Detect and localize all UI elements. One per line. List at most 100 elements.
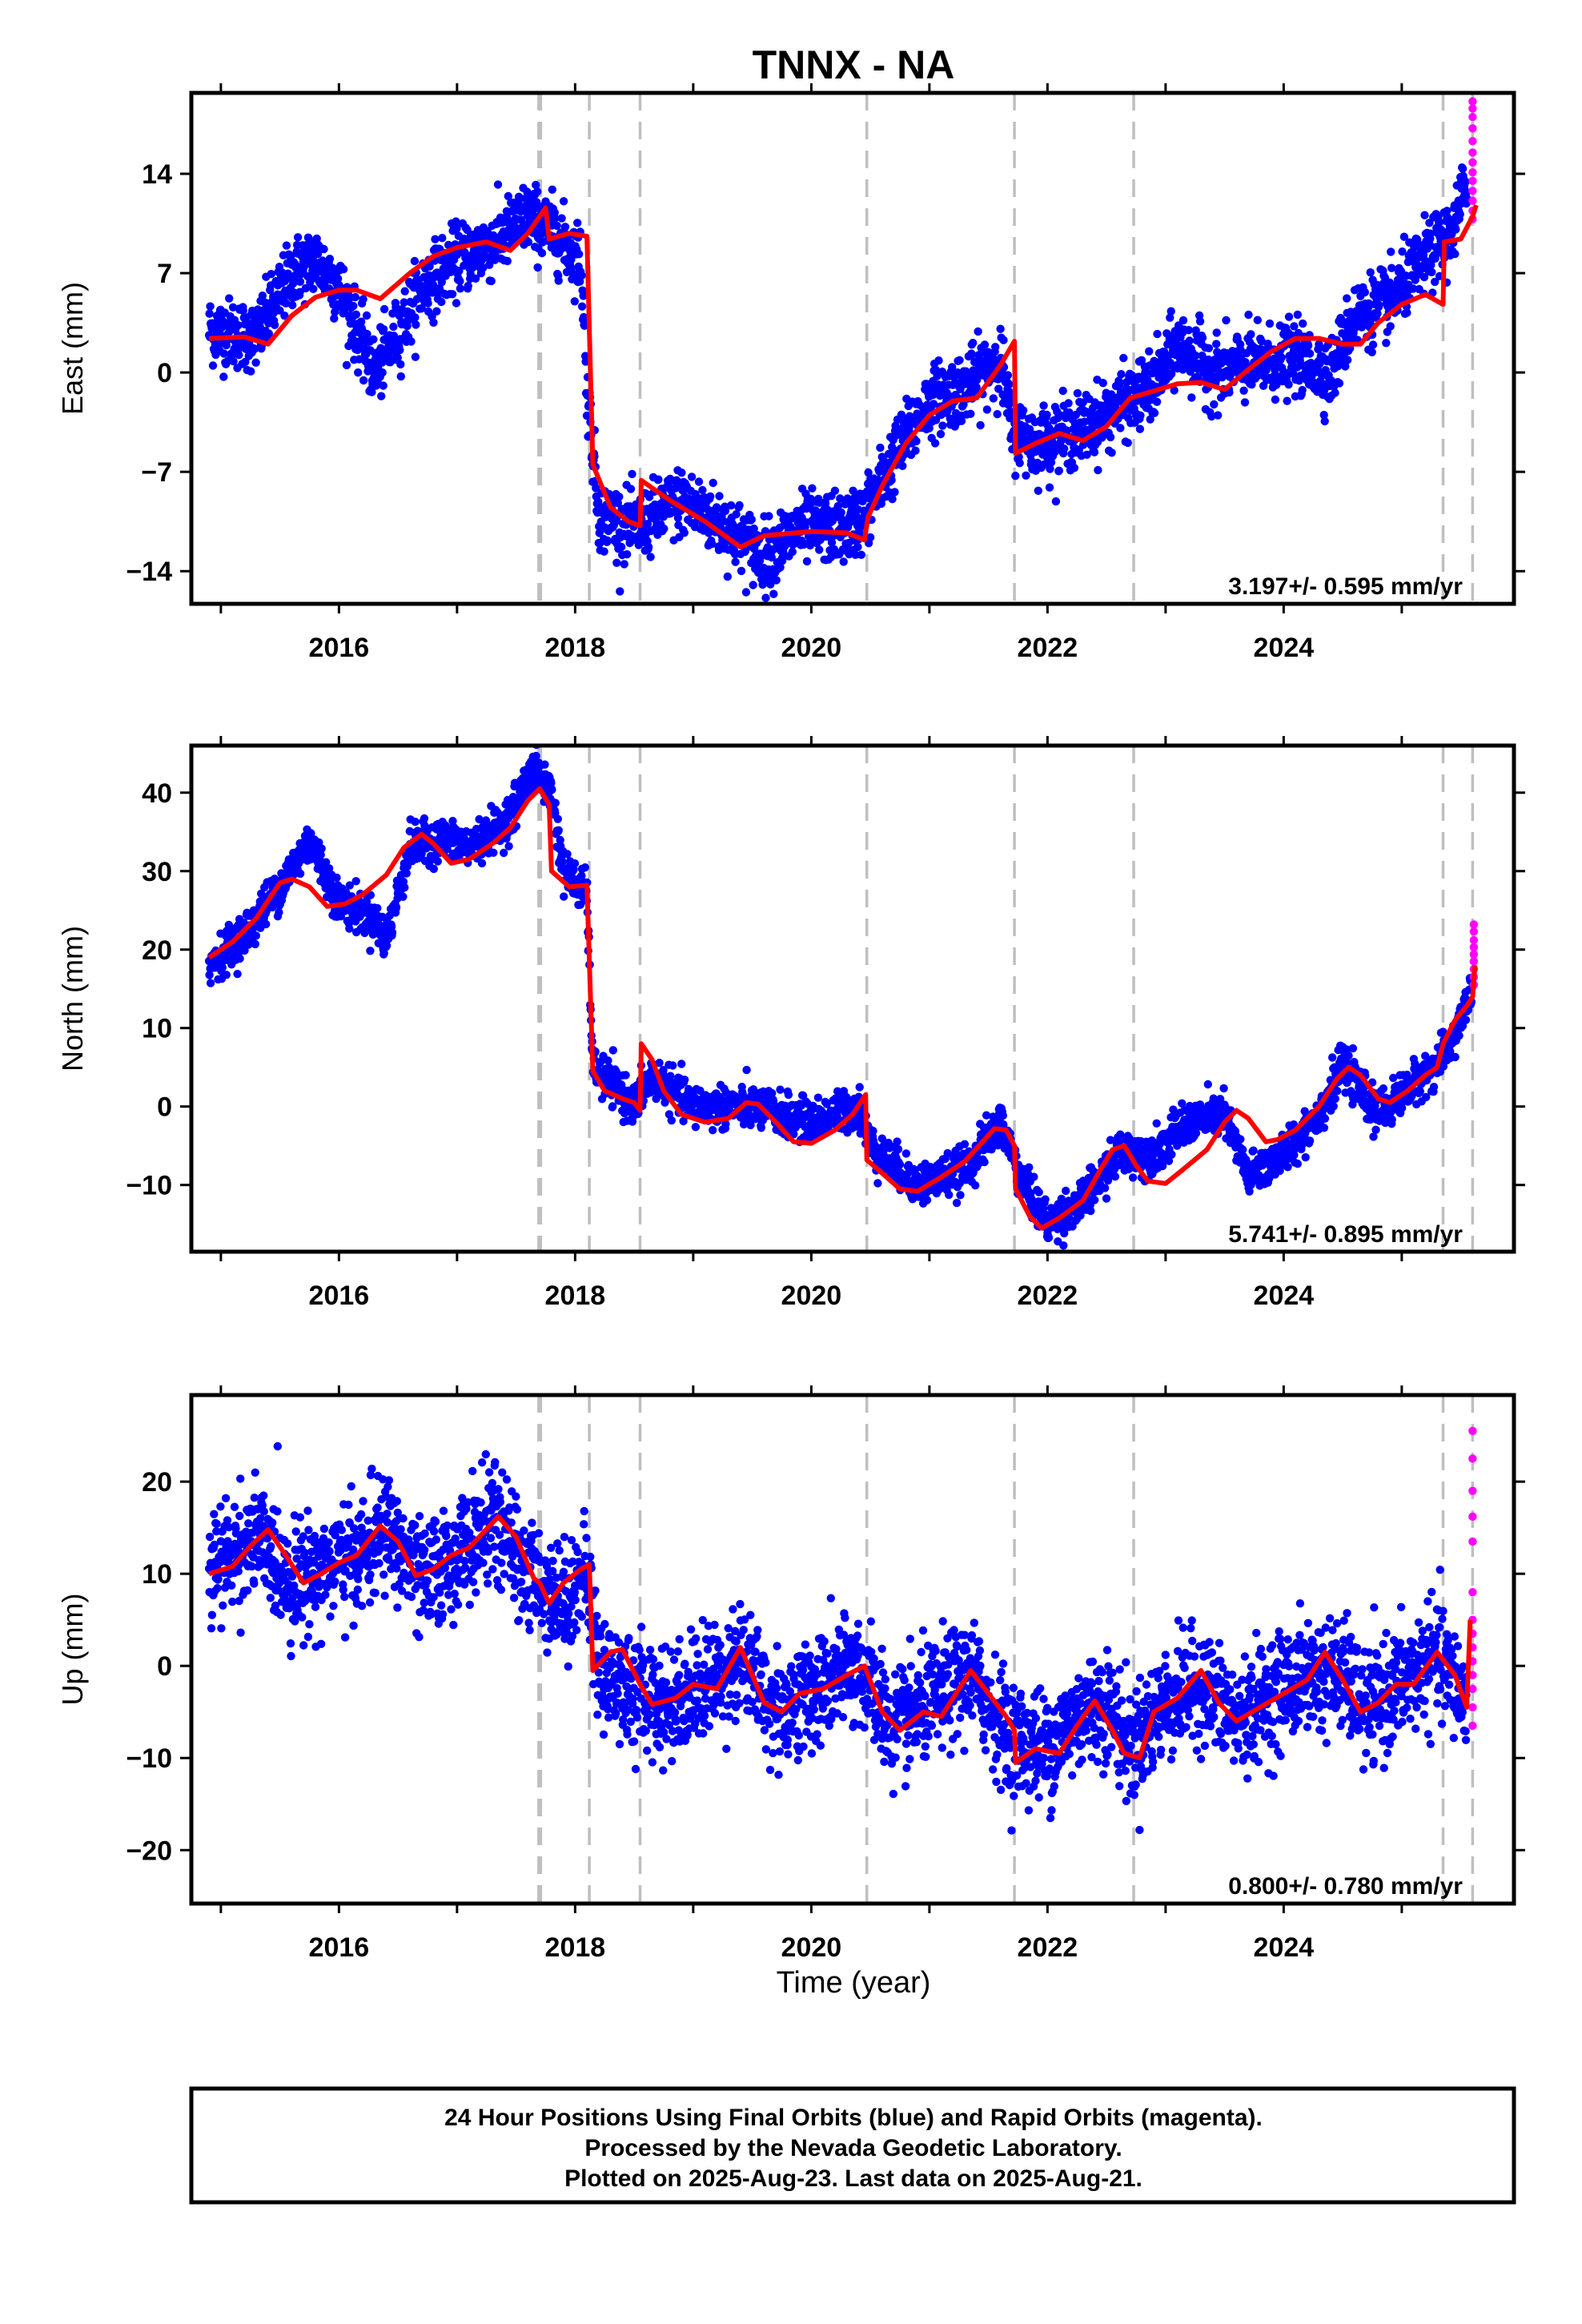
data-point bbox=[1240, 398, 1250, 407]
data-point bbox=[608, 1102, 617, 1111]
data-point bbox=[615, 493, 624, 501]
data-point bbox=[822, 1100, 831, 1108]
data-point bbox=[680, 1076, 689, 1084]
data-point bbox=[1426, 229, 1435, 238]
data-point bbox=[407, 337, 416, 346]
data-point bbox=[1366, 268, 1375, 277]
data-point bbox=[1070, 464, 1079, 472]
rapid-point bbox=[1468, 176, 1477, 186]
data-point bbox=[1166, 313, 1174, 322]
data-point bbox=[1412, 235, 1422, 244]
data-point bbox=[1419, 272, 1429, 282]
data-point bbox=[573, 219, 582, 227]
step-lines bbox=[537, 746, 1475, 1252]
data-point bbox=[741, 547, 750, 556]
data-point bbox=[742, 1065, 751, 1075]
data-point bbox=[548, 785, 556, 794]
data-point bbox=[433, 857, 442, 866]
data-point bbox=[233, 970, 242, 979]
data-point bbox=[411, 352, 420, 361]
data-point bbox=[1106, 432, 1115, 442]
data-point bbox=[999, 336, 1008, 344]
data-point bbox=[1420, 211, 1429, 219]
data-point bbox=[996, 324, 1005, 333]
data-point bbox=[369, 335, 378, 344]
data-point bbox=[206, 302, 215, 311]
data-point bbox=[309, 284, 318, 293]
data-point bbox=[575, 250, 584, 259]
data-point bbox=[382, 941, 391, 951]
data-point bbox=[1293, 310, 1303, 320]
data-point bbox=[471, 274, 480, 283]
data-point bbox=[251, 358, 260, 367]
data-point bbox=[373, 903, 382, 913]
data-point bbox=[411, 313, 420, 322]
data-point bbox=[349, 301, 358, 311]
chart-title: TNNX - NA bbox=[753, 42, 955, 87]
data-point bbox=[757, 1124, 765, 1132]
velocity-label: 3.197+/- 0.595 mm/yr bbox=[1228, 573, 1463, 600]
data-point bbox=[1166, 307, 1175, 316]
data-point bbox=[957, 416, 966, 425]
data-point bbox=[737, 566, 746, 576]
data-point bbox=[532, 198, 541, 207]
data-point bbox=[767, 553, 776, 562]
data-point bbox=[579, 292, 588, 300]
data-point bbox=[620, 560, 628, 569]
data-point bbox=[1135, 424, 1145, 433]
data-point bbox=[399, 892, 408, 902]
data-point bbox=[378, 368, 387, 377]
data-point bbox=[206, 979, 215, 987]
data-point bbox=[912, 436, 921, 446]
data-point bbox=[552, 221, 561, 231]
data-point bbox=[1198, 333, 1207, 342]
data-point bbox=[205, 309, 214, 318]
data-point bbox=[851, 550, 860, 559]
data-point bbox=[1403, 308, 1411, 317]
data-point bbox=[282, 299, 291, 308]
data-point bbox=[1427, 267, 1436, 276]
data-point bbox=[295, 277, 305, 286]
data-point bbox=[1178, 316, 1188, 325]
data-point bbox=[1214, 411, 1223, 420]
data-point bbox=[993, 410, 1002, 419]
data-point bbox=[1055, 410, 1064, 420]
data-point bbox=[1150, 408, 1159, 417]
data-point bbox=[576, 900, 585, 909]
data-point bbox=[319, 244, 328, 254]
data-point bbox=[1411, 275, 1419, 284]
data-point bbox=[621, 1071, 630, 1080]
data-point bbox=[1244, 310, 1253, 320]
data-point bbox=[351, 310, 360, 319]
data-point bbox=[1299, 319, 1307, 328]
data-point bbox=[363, 329, 371, 339]
data-point bbox=[765, 512, 773, 521]
data-point bbox=[251, 939, 259, 949]
data-point bbox=[839, 557, 848, 566]
data-point bbox=[1319, 411, 1328, 420]
data-point bbox=[396, 360, 405, 369]
data-point bbox=[328, 263, 337, 272]
data-point bbox=[1022, 471, 1030, 480]
data-point bbox=[1185, 336, 1195, 345]
data-point bbox=[778, 553, 787, 561]
data-point bbox=[673, 513, 683, 522]
data-point bbox=[1116, 424, 1125, 432]
data-point bbox=[1210, 400, 1219, 409]
data-point bbox=[472, 824, 481, 834]
data-point bbox=[749, 581, 757, 589]
data-point bbox=[344, 295, 354, 304]
data-point bbox=[698, 485, 707, 495]
data-point bbox=[948, 363, 957, 372]
data-point bbox=[1045, 483, 1054, 492]
data-point bbox=[479, 263, 488, 272]
data-point bbox=[696, 1086, 705, 1096]
data-point bbox=[557, 214, 566, 223]
data-point bbox=[567, 255, 576, 264]
data-point bbox=[503, 256, 512, 266]
data-point bbox=[438, 234, 447, 243]
data-point bbox=[857, 550, 866, 559]
data-point bbox=[592, 484, 600, 493]
